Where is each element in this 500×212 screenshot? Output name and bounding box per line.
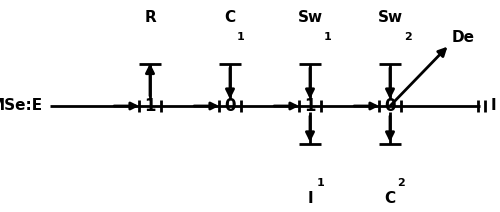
Text: MSe:E: MSe:E — [0, 99, 42, 113]
Text: I: I — [490, 99, 496, 113]
Text: I: I — [307, 191, 313, 206]
Text: 1: 1 — [317, 178, 325, 188]
Text: De: De — [452, 29, 474, 45]
Text: 1: 1 — [324, 32, 332, 42]
Text: 2: 2 — [397, 178, 405, 188]
Text: 2: 2 — [404, 32, 411, 42]
Text: Sw: Sw — [298, 10, 322, 25]
Text: R: R — [144, 10, 156, 25]
Text: C: C — [384, 191, 396, 206]
Text: 1: 1 — [144, 97, 156, 115]
Text: 0: 0 — [224, 97, 236, 115]
Text: Sw: Sw — [378, 10, 402, 25]
Text: 1: 1 — [304, 97, 316, 115]
Text: 1: 1 — [237, 32, 245, 42]
Text: 0: 0 — [384, 97, 396, 115]
Text: C: C — [224, 10, 235, 25]
